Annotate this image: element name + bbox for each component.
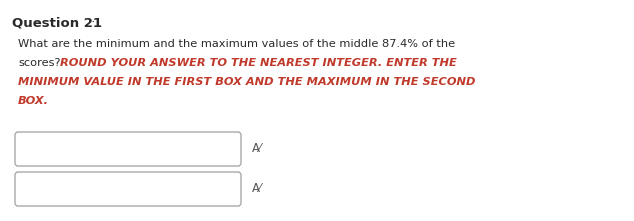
FancyBboxPatch shape [15, 132, 241, 166]
Text: What are the minimum and the maximum values of the middle 87.4% of the: What are the minimum and the maximum val… [18, 39, 455, 49]
Text: BOX.: BOX. [18, 96, 49, 106]
Text: A⁄: A⁄ [252, 183, 262, 196]
Text: A⁄: A⁄ [252, 143, 262, 156]
Text: MINIMUM VALUE IN THE FIRST BOX AND THE MAXIMUM IN THE SECOND: MINIMUM VALUE IN THE FIRST BOX AND THE M… [18, 77, 476, 87]
FancyBboxPatch shape [15, 172, 241, 206]
Text: ··: ·· [84, 16, 95, 29]
Text: ROUND YOUR ANSWER TO THE NEAREST INTEGER. ENTER THE: ROUND YOUR ANSWER TO THE NEAREST INTEGER… [56, 58, 457, 68]
Text: scores?: scores? [18, 58, 60, 68]
Text: Question 21: Question 21 [12, 16, 102, 29]
